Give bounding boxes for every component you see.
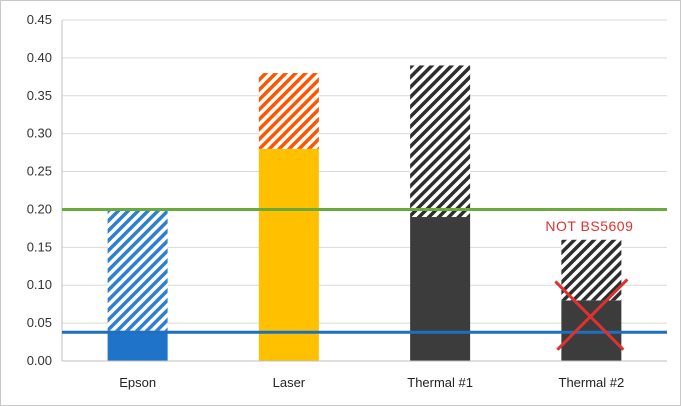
y-tick-label: 0.15 xyxy=(27,239,52,254)
x-tick-label: Epson xyxy=(119,375,156,390)
bar-segment-top xyxy=(107,209,168,331)
bar-segment-base xyxy=(410,217,471,361)
x-tick-label: Thermal #1 xyxy=(407,375,473,390)
cross-out-mark xyxy=(556,278,629,351)
reference-lines xyxy=(62,207,667,334)
bars xyxy=(107,65,622,361)
y-tick-label: 0.40 xyxy=(27,50,52,65)
x-tick-label: Thermal #2 xyxy=(559,375,625,390)
bar-segment-top xyxy=(410,65,471,218)
y-tick-label: 0.30 xyxy=(27,126,52,141)
bar-segment-base xyxy=(561,300,622,361)
y-tick-label: 0.00 xyxy=(27,353,52,368)
y-tick-label: 0.05 xyxy=(27,315,52,330)
bar-segment-top xyxy=(561,239,622,301)
x-tick-label: Laser xyxy=(273,375,306,390)
bar-segment-base xyxy=(258,148,319,361)
y-tick-label: 0.25 xyxy=(27,164,52,179)
x-axis: Epson Laser Thermal #1 Thermal #2 xyxy=(62,360,667,390)
annotations: NOT BS5609 xyxy=(545,218,633,351)
annotation-label: NOT BS5609 xyxy=(545,218,633,234)
y-tick-label: 0.10 xyxy=(27,277,52,292)
y-tick-label: 0.35 xyxy=(27,88,52,103)
bar-segment-top xyxy=(258,73,319,149)
bar-segment-base xyxy=(107,330,168,361)
y-axis: 0.00 0.05 0.10 0.15 0.20 0.25 0.30 0.35 0.40 0.45 xyxy=(27,12,63,368)
y-tick-label: 0.45 xyxy=(27,12,52,27)
y-tick-label: 0.20 xyxy=(27,201,52,216)
